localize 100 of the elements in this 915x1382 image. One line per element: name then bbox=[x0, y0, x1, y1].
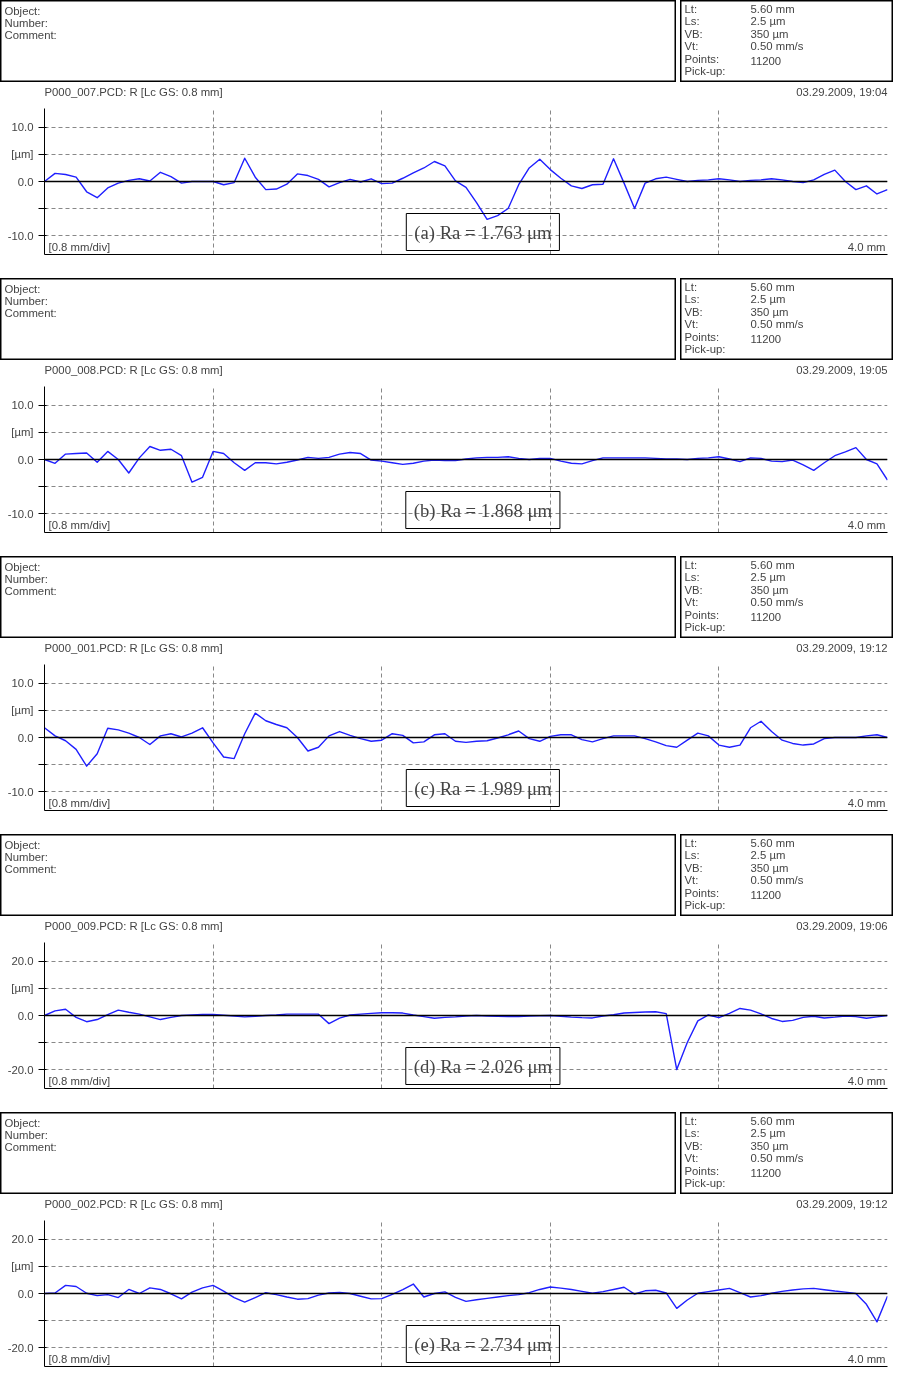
text: Ls: bbox=[684, 571, 700, 583]
text: Comment: bbox=[4, 306, 57, 319]
text: Object: bbox=[4, 1116, 41, 1129]
annotation: 4.0 mm bbox=[847, 796, 886, 809]
text: Lt: bbox=[684, 2, 698, 15]
text: 03.29.2009, 19:12 bbox=[796, 642, 888, 655]
y-tick-label: 0.0 bbox=[17, 1009, 34, 1022]
annotation: (e) Ra = 2.734 μm bbox=[414, 1333, 552, 1356]
y-tick-label: 10.0 bbox=[11, 399, 34, 412]
text: Ls: bbox=[684, 849, 700, 861]
y-tick-label: [µm] bbox=[11, 1260, 34, 1273]
text: 03.29.2009, 19:04 bbox=[796, 86, 888, 99]
y-tick-label: -20.0 bbox=[7, 1341, 34, 1354]
text: Lt: bbox=[684, 1114, 698, 1127]
text: 03.29.2009, 19:05 bbox=[796, 364, 888, 377]
y-tick-label: [µm] bbox=[11, 426, 34, 439]
text: Ls: bbox=[684, 1127, 700, 1139]
annotation: [0.8 mm/div] bbox=[48, 1074, 111, 1087]
text: 03.29.2009, 19:12 bbox=[796, 1198, 888, 1211]
text: Comment: bbox=[4, 584, 57, 597]
y-tick-label: 0.0 bbox=[17, 731, 34, 744]
annotation: 4.0 mm bbox=[847, 1352, 886, 1365]
text: 2.5 µm bbox=[750, 571, 786, 583]
text: Object: bbox=[4, 560, 41, 573]
text: Pick-up: bbox=[684, 343, 726, 355]
text: 350 µm bbox=[750, 861, 789, 874]
text: 11200 bbox=[750, 888, 782, 901]
text: Vt: bbox=[684, 1152, 699, 1164]
text: 0.50 mm/s bbox=[750, 318, 804, 330]
annotation: [0.8 mm/div] bbox=[48, 518, 111, 531]
text: 5.60 mm bbox=[750, 2, 795, 15]
text: Number: bbox=[4, 572, 48, 585]
annotation: [0.8 mm/div] bbox=[48, 796, 111, 809]
text: 11200 bbox=[750, 1166, 782, 1179]
text: Ls: bbox=[684, 293, 700, 305]
y-tick-label: 0.0 bbox=[17, 175, 34, 188]
line-series bbox=[44, 157, 888, 221]
y-tick-label: [µm] bbox=[11, 704, 34, 717]
text: 2.5 µm bbox=[750, 1127, 786, 1139]
text: Number: bbox=[4, 1128, 48, 1141]
text: 5.60 mm bbox=[750, 558, 795, 571]
text: 2.5 µm bbox=[750, 293, 786, 305]
annotation: (d) Ra = 2.026 μm bbox=[413, 1055, 553, 1078]
text: Vt: bbox=[684, 40, 699, 52]
chart-title: P000_001.PCD: R [Lc GS: 0.8 mm] bbox=[44, 642, 223, 655]
chart-title: P000_007.PCD: R [Lc GS: 0.8 mm] bbox=[44, 86, 223, 99]
text: Points: bbox=[684, 886, 720, 899]
y-tick-label: 10.0 bbox=[11, 121, 34, 134]
text: Points: bbox=[684, 52, 720, 65]
y-tick-label: -20.0 bbox=[7, 1063, 34, 1076]
annotation: [0.8 mm/div] bbox=[48, 240, 111, 253]
text: 11200 bbox=[750, 610, 782, 623]
text: VB: bbox=[684, 1139, 703, 1152]
y-tick-label: -10.0 bbox=[7, 507, 34, 520]
text: Comment: bbox=[4, 28, 57, 41]
text: Object: bbox=[4, 282, 41, 295]
y-tick-label: 10.0 bbox=[11, 677, 34, 690]
y-tick-label: 0.0 bbox=[17, 453, 34, 466]
text: Points: bbox=[684, 608, 720, 621]
text: VB: bbox=[684, 305, 703, 318]
text: Lt: bbox=[684, 280, 698, 293]
chart-title: P000_002.PCD: R [Lc GS: 0.8 mm] bbox=[44, 1198, 223, 1211]
text: Pick-up: bbox=[684, 899, 726, 911]
y-tick-label: 20.0 bbox=[11, 1233, 34, 1246]
text: Vt: bbox=[684, 874, 699, 886]
text: VB: bbox=[684, 583, 703, 596]
annotation: [0.8 mm/div] bbox=[48, 1352, 111, 1365]
text: Object: bbox=[4, 4, 41, 17]
text: 0.50 mm/s bbox=[750, 1152, 804, 1164]
text: 11200 bbox=[750, 332, 782, 345]
text: Comment: bbox=[4, 862, 57, 875]
text: Number: bbox=[4, 850, 48, 863]
y-tick-label: 0.0 bbox=[17, 1287, 34, 1300]
text: Vt: bbox=[684, 596, 699, 608]
text: 350 µm bbox=[750, 27, 789, 40]
text: 5.60 mm bbox=[750, 280, 795, 293]
text: Points: bbox=[684, 1164, 720, 1177]
text: Number: bbox=[4, 16, 48, 29]
text: Object: bbox=[4, 838, 41, 851]
line-series bbox=[44, 445, 888, 483]
text: 350 µm bbox=[750, 583, 789, 596]
text: Number: bbox=[4, 294, 48, 307]
y-tick-label: 20.0 bbox=[11, 955, 34, 968]
line-series bbox=[44, 712, 888, 767]
text: 2.5 µm bbox=[750, 849, 786, 861]
text: Comment: bbox=[4, 1140, 57, 1153]
annotation: (c) Ra = 1.989 μm bbox=[414, 777, 552, 800]
text: Pick-up: bbox=[684, 65, 726, 77]
y-tick-label: [µm] bbox=[11, 982, 34, 995]
annotation: (b) Ra = 1.868 μm bbox=[413, 499, 553, 522]
text: Ls: bbox=[684, 15, 700, 27]
text: 2.5 µm bbox=[750, 15, 786, 27]
text: 11200 bbox=[750, 54, 782, 67]
text: 350 µm bbox=[750, 1139, 789, 1152]
text: 03.29.2009, 19:06 bbox=[796, 920, 888, 933]
text: Pick-up: bbox=[684, 1177, 726, 1189]
chart-title: P000_009.PCD: R [Lc GS: 0.8 mm] bbox=[44, 920, 223, 933]
text: Points: bbox=[684, 330, 720, 343]
annotation: 4.0 mm bbox=[847, 1074, 886, 1087]
text: VB: bbox=[684, 861, 703, 874]
